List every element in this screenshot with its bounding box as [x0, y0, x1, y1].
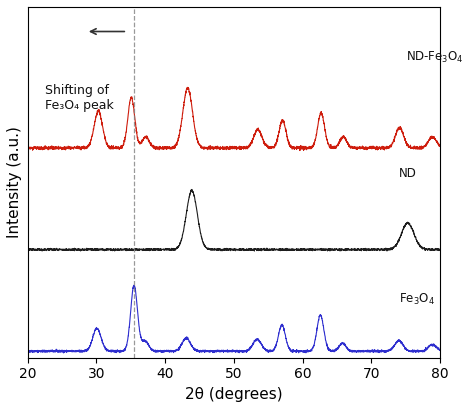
Text: ND-Fe$_3$O$_4$: ND-Fe$_3$O$_4$: [406, 50, 463, 65]
Text: ND: ND: [399, 167, 417, 180]
Text: Shifting of
Fe₃O₄ peak: Shifting of Fe₃O₄ peak: [45, 84, 113, 112]
Y-axis label: Intensity (a.u.): Intensity (a.u.): [7, 126, 22, 238]
X-axis label: 2θ (degrees): 2θ (degrees): [185, 387, 283, 402]
Text: Fe$_3$O$_4$: Fe$_3$O$_4$: [399, 292, 435, 308]
